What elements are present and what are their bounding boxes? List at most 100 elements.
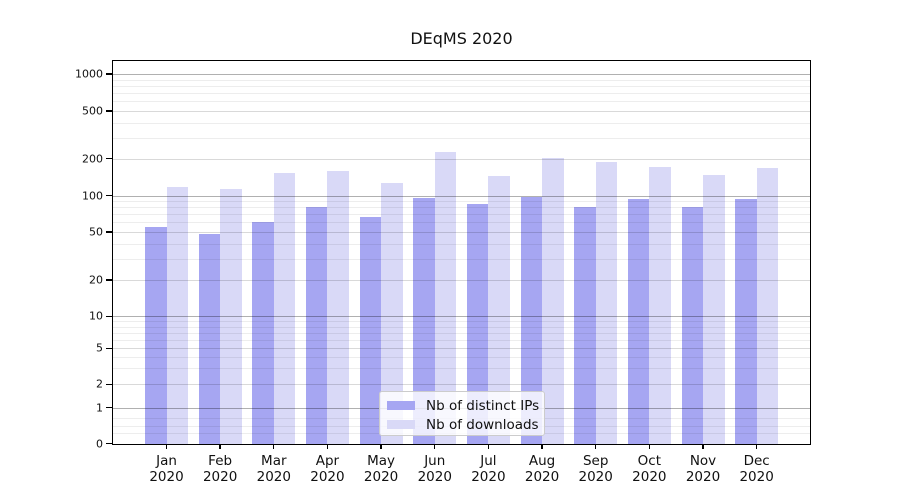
gridline-minor: [113, 222, 810, 224]
x-tick-label: Jun 2020: [418, 453, 452, 485]
y-tick-mark: [106, 442, 112, 445]
x-tick-mark: [702, 443, 704, 449]
y-tick-mark: [106, 73, 112, 75]
x-tick-label: Aug 2020: [525, 453, 559, 485]
x-tick-mark: [273, 443, 275, 449]
x-tick-year: 2020: [685, 469, 721, 485]
bar-downloads: [273, 173, 296, 444]
x-tick-label: Oct 2020: [632, 453, 666, 485]
x-tick-year: 2020: [632, 469, 667, 485]
x-tick-mark: [648, 443, 651, 449]
y-tick-mark: [106, 195, 112, 197]
gridline-light: [113, 280, 810, 281]
gridline-light: [113, 348, 810, 350]
y-tick-label: 20: [89, 273, 103, 287]
x-tick-year: 2020: [578, 469, 613, 485]
legend-label-distinct-ips: Nb of distinct IPs: [426, 397, 540, 414]
gridline-minor: [113, 101, 810, 103]
x-tick-month: Apr: [315, 453, 340, 469]
y-tick-mark: [106, 315, 112, 317]
gridline-minor: [113, 201, 810, 203]
gridline-major: [113, 316, 810, 318]
x-tick-year: 2020: [739, 469, 774, 485]
gridline-minor: [113, 357, 810, 359]
gridline-minor: [113, 243, 810, 245]
gridline-minor: [113, 321, 810, 323]
x-tick-label: Dec 2020: [739, 453, 773, 485]
x-tick-label: Jan 2020: [149, 453, 183, 485]
gridline-light: [113, 232, 810, 233]
y-tick-label: 1: [96, 401, 103, 415]
x-tick-month: Oct: [637, 453, 662, 469]
bar-downloads: [542, 157, 564, 444]
plot-area: [112, 60, 811, 445]
legend-row-downloads: Nb of downloads: [387, 415, 544, 434]
gridline-minor: [113, 79, 810, 81]
y-tick-label: 5: [96, 341, 103, 355]
x-tick-year: 2020: [363, 469, 399, 485]
y-axis-labels: 0 1 2 5 10 20 50 100 200 500 1000: [0, 0, 103, 500]
legend: Nb of distinct IPs Nb of downloads: [379, 391, 545, 436]
x-tick-mark: [219, 443, 221, 449]
x-tick-month: Dec: [743, 453, 770, 469]
chart-title: DEqMS 2020: [410, 29, 513, 48]
bar-distinct-ips: [681, 207, 703, 444]
gridline-minor: [113, 326, 810, 328]
x-tick-mark: [434, 443, 436, 449]
x-tick-year: 2020: [524, 469, 560, 485]
gridline-minor: [113, 214, 810, 216]
bar-distinct-ips: [466, 204, 489, 444]
y-tick-mark: [106, 383, 112, 385]
bar-downloads: [595, 161, 618, 444]
y-tick-label: 1000: [75, 67, 103, 81]
x-tick-mark: [380, 443, 382, 449]
x-tick-month: May: [367, 453, 396, 469]
bar-distinct-ips: [520, 197, 543, 444]
legend-label-downloads: Nb of downloads: [426, 416, 539, 433]
y-tick-mark: [106, 347, 112, 349]
y-tick-label: 50: [89, 225, 103, 239]
x-tick-mark: [541, 443, 543, 449]
bar-downloads: [381, 182, 403, 444]
bar-downloads: [488, 175, 510, 444]
bar-downloads: [434, 151, 457, 444]
y-tick-label: 500: [82, 104, 103, 118]
x-tick-label: Mar 2020: [257, 453, 291, 485]
bar-downloads: [756, 168, 779, 444]
x-tick-mark: [326, 443, 329, 449]
x-tick-mark: [487, 443, 490, 449]
x-tick-label: Feb 2020: [203, 453, 237, 485]
x-tick-year: 2020: [256, 469, 291, 485]
bar-distinct-ips: [735, 198, 757, 444]
x-tick-month: Aug: [528, 453, 556, 469]
x-axis-labels: Jan 2020 Feb 2020 Mar 2020 Apr 2020 May 2020 Jun 20…: [0, 453, 900, 493]
bar-distinct-ips: [252, 221, 274, 444]
x-tick-year: 2020: [202, 469, 238, 485]
x-tick-label: Apr 2020: [310, 453, 344, 485]
gridline-major: [113, 195, 810, 197]
bar-distinct-ips: [413, 198, 435, 444]
bar-distinct-ips: [627, 198, 650, 444]
y-tick-mark: [106, 279, 112, 281]
legend-swatch-distinct-ips: [387, 401, 415, 410]
x-tick-month: Sep: [582, 453, 609, 469]
y-tick-label: 100: [82, 189, 103, 203]
x-tick-label: Jul 2020: [471, 453, 505, 485]
x-tick-mark: [755, 443, 758, 449]
bar-downloads: [327, 170, 349, 444]
x-tick-year: 2020: [471, 469, 506, 485]
x-tick-month: Feb: [208, 453, 233, 469]
gridline-minor: [113, 207, 810, 209]
bar-distinct-ips: [145, 227, 167, 444]
bar-downloads: [166, 186, 188, 444]
legend-row-distinct-ips: Nb of distinct IPs: [387, 396, 544, 415]
bar-distinct-ips: [305, 207, 328, 444]
x-tick-mark: [165, 443, 168, 449]
gridline-minor: [113, 137, 810, 139]
gridline-minor: [113, 258, 810, 260]
bar-distinct-ips: [359, 217, 382, 444]
gridline-light: [113, 111, 810, 112]
gridline-minor: [113, 93, 810, 95]
y-tick-mark: [106, 158, 112, 160]
